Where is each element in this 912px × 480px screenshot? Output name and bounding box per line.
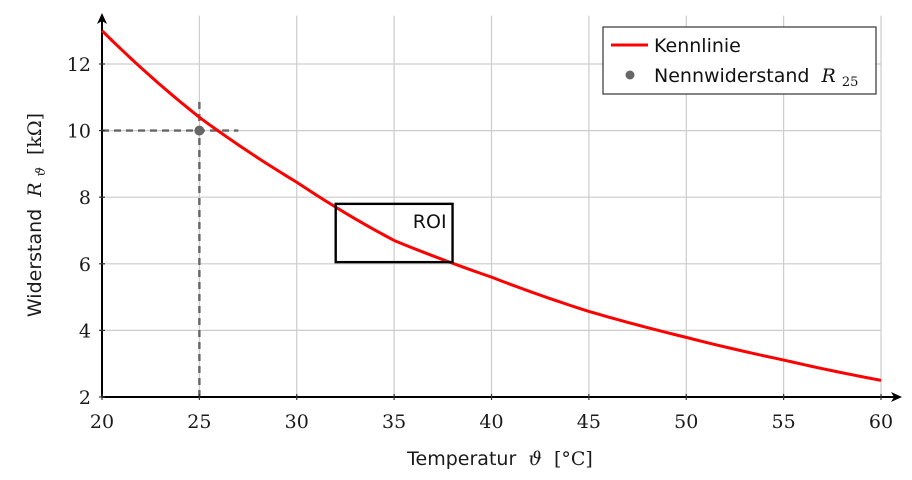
y-axis-title-subscript: ϑ [34,167,49,176]
y-tick-label: 6 [79,254,91,276]
x-axis-arrow-icon [891,392,902,402]
legend-label-subscript: 25 [842,75,859,90]
x-tick-label: 60 [869,411,893,433]
x-tick-label: 20 [90,411,114,433]
x-ticks: 20 25 30 35 40 45 50 55 60 [90,394,893,433]
x-tick-label: 55 [772,411,796,433]
y-axis-title-unit: [kΩ] [24,113,46,155]
legend-label-kennlinie: Kennlinie [654,35,741,57]
legend-dot-swatch [625,70,635,80]
x-axis-title-text: Temperatur [406,448,516,470]
y-axis-title: Widerstand R ϑ [kΩ] [24,113,50,317]
y-tick-label: 12 [67,54,91,76]
y-axis-arrow-icon [97,13,107,24]
y-tick-label: 4 [79,320,91,342]
kennlinie-curve [100,29,882,382]
roi-label: ROI [413,211,447,233]
x-tick-label: 30 [285,411,309,433]
x-axis-title: Temperatur ϑ [°C] [406,448,593,470]
x-tick-label: 45 [577,411,601,433]
x-tick-label: 35 [382,411,406,433]
y-ticks: 2 4 6 8 10 12 [67,54,105,409]
axes [97,13,902,402]
reference-lines [102,100,239,397]
legend: Kennlinie Nennwiderstand R 25 [602,26,877,95]
x-tick-label: 40 [479,411,503,433]
series [100,29,882,382]
y-axis-title-text: Widerstand [24,209,46,317]
legend-label-symbol: R [821,65,836,87]
nennwiderstand-point [194,125,205,136]
x-axis-title-symbol: ϑ [528,448,542,470]
x-tick-label: 25 [187,411,211,433]
roi-annotation: ROI [334,202,454,264]
legend-label-nennwiderstand-text: Nennwiderstand [654,65,809,87]
x-tick-label: 50 [674,411,698,433]
x-axis-title-unit: [°C] [554,448,593,470]
y-tick-label: 10 [67,121,91,143]
legend-box [602,26,877,95]
legend-label-nennwiderstand: Nennwiderstand R 25 [654,65,858,90]
y-axis-title-symbol: R [24,182,46,197]
y-tick-label: 8 [79,187,91,209]
roi-box [334,202,454,264]
y-tick-label: 2 [79,387,91,409]
